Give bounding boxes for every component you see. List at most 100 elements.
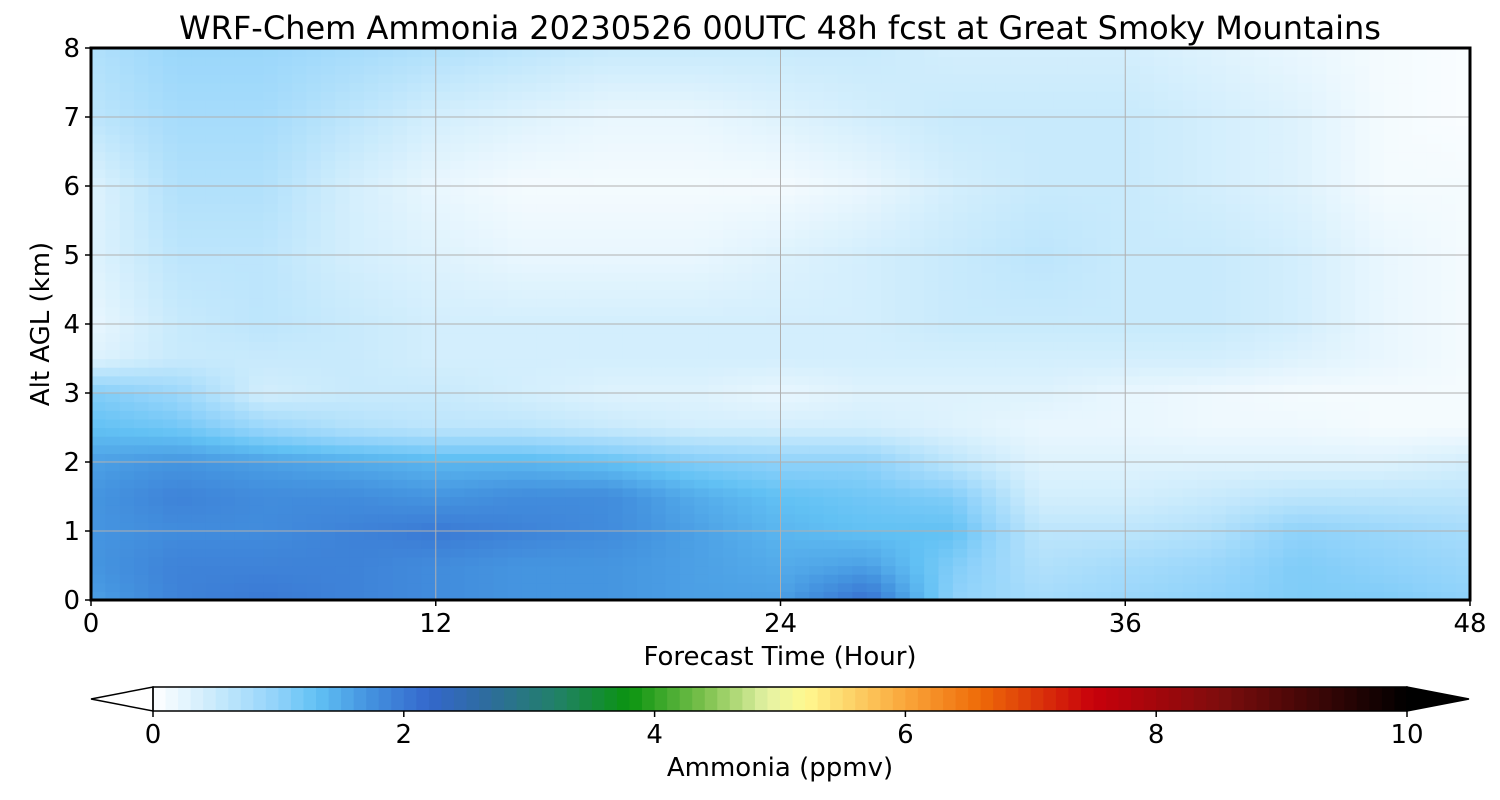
heatmap-cell	[823, 349, 839, 360]
heatmap-cell	[665, 513, 681, 523]
heatmap-cell	[608, 272, 624, 282]
heatmap-cell	[895, 203, 911, 213]
heatmap-cell	[407, 237, 422, 247]
heatmap-cell	[1340, 358, 1356, 368]
heatmap-cell	[263, 487, 279, 498]
heatmap-cell	[134, 289, 150, 299]
heatmap-cell	[579, 548, 595, 558]
heatmap-cell	[335, 401, 351, 411]
heatmap-cell	[866, 194, 882, 204]
heatmap-cell	[938, 358, 954, 368]
heatmap-cell	[924, 246, 940, 256]
heatmap-cell	[1355, 289, 1371, 299]
heatmap-cell	[1067, 418, 1083, 429]
heatmap-cell	[981, 168, 997, 178]
heatmap-cell	[766, 418, 782, 429]
heatmap-cell	[593, 358, 609, 368]
heatmap-cell	[378, 358, 394, 368]
heatmap-cell	[234, 487, 250, 498]
heatmap-cell	[335, 531, 351, 541]
heatmap-cell	[1355, 462, 1371, 472]
heatmap-cell	[723, 582, 738, 592]
heatmap-cell	[809, 574, 825, 584]
heatmap-cell	[450, 194, 466, 204]
heatmap-cell	[1096, 246, 1112, 256]
heatmap-cell	[148, 410, 164, 420]
heatmap-cell	[751, 315, 767, 325]
heatmap-cell	[579, 462, 595, 472]
heatmap-cell	[1369, 470, 1385, 480]
heatmap-cell	[837, 591, 853, 600]
heatmap-cell	[1240, 556, 1256, 567]
heatmap-cell	[1010, 505, 1026, 515]
heatmap-cell	[464, 513, 480, 523]
heatmap-cell	[651, 272, 667, 282]
heatmap-cell	[1254, 393, 1270, 403]
heatmap-cell	[148, 194, 164, 204]
heatmap-cell	[493, 418, 509, 429]
heatmap-cell	[1024, 255, 1040, 265]
heatmap-cell	[464, 272, 480, 282]
heatmap-cell	[536, 280, 552, 291]
heatmap-cell	[1326, 211, 1342, 222]
heatmap-cell	[780, 324, 796, 334]
heatmap-cell	[292, 375, 308, 385]
heatmap-cell	[1125, 186, 1141, 196]
heatmap-cell	[464, 255, 480, 265]
heatmap-cell	[708, 427, 724, 437]
heatmap-cell	[1139, 393, 1155, 403]
heatmap-cell	[823, 462, 839, 472]
heatmap-cell	[737, 211, 753, 222]
heatmap-cell	[924, 565, 940, 575]
heatmap-cell	[967, 574, 983, 584]
heatmap-cell	[909, 298, 925, 308]
heatmap-cell	[521, 470, 537, 480]
heatmap-cell	[565, 531, 580, 541]
heatmap-cell	[967, 358, 983, 368]
heatmap-cell	[952, 220, 968, 230]
heatmap-cell	[478, 349, 494, 360]
heatmap-cell	[435, 436, 451, 446]
heatmap-cell	[550, 582, 566, 592]
heatmap-cell	[1139, 272, 1155, 282]
heatmap-cell	[1297, 168, 1313, 178]
heatmap-cell	[464, 168, 480, 178]
heatmap-cell	[550, 565, 566, 575]
heatmap-cell	[794, 186, 810, 196]
heatmap-cell	[1426, 220, 1442, 230]
heatmap-cell	[292, 263, 308, 273]
heatmap-cell	[565, 393, 580, 403]
heatmap-cell	[464, 263, 480, 273]
heatmap-cell	[1225, 418, 1241, 429]
heatmap-cell	[162, 444, 178, 454]
heatmap-cell	[507, 367, 523, 377]
heatmap-cell	[1340, 393, 1356, 403]
heatmap-cell	[1053, 220, 1069, 230]
heatmap-cell	[1110, 324, 1126, 334]
heatmap-cell	[134, 444, 150, 454]
heatmap-cell	[306, 522, 322, 532]
heatmap-cell	[550, 211, 566, 222]
heatmap-cell	[263, 349, 279, 360]
heatmap-cell	[723, 341, 738, 351]
heatmap-cell	[1211, 375, 1227, 385]
heatmap-cell	[636, 263, 652, 273]
heatmap-cell	[1355, 531, 1371, 541]
heatmap-cell	[1383, 168, 1399, 178]
heatmap-cell	[191, 246, 207, 256]
heatmap-cell	[636, 298, 652, 308]
heatmap-cell	[450, 160, 466, 170]
heatmap-cell	[478, 591, 494, 600]
heatmap-cell	[967, 263, 983, 273]
heatmap-cell	[694, 591, 710, 600]
heatmap-cell	[306, 479, 322, 489]
heatmap-cell	[1426, 410, 1442, 420]
heatmap-cell	[967, 272, 983, 282]
heatmap-cell	[723, 194, 738, 204]
heatmap-cell	[809, 203, 825, 213]
heatmap-cell	[464, 358, 480, 368]
heatmap-cell	[636, 220, 652, 230]
heatmap-cell	[220, 582, 236, 592]
heatmap-cell	[220, 237, 236, 247]
heatmap-cell	[837, 151, 853, 161]
